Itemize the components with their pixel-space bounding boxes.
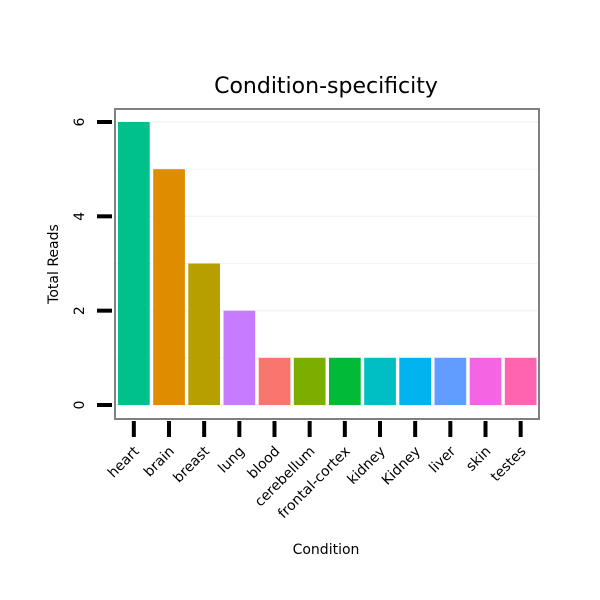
bar-frontal-cortex: [329, 357, 361, 405]
x-tick-label-skin: skin: [463, 444, 494, 475]
bar-kidney: [364, 357, 396, 405]
x-tick-label-lung: lung: [215, 444, 248, 477]
bar-heart: [118, 122, 150, 405]
y-tick-label: 4: [72, 212, 88, 221]
y-tick-label: 6: [72, 117, 88, 126]
bar-brain: [153, 169, 185, 405]
plot-panel-border: [114, 108, 540, 420]
x-tick-label-breast: breast: [170, 443, 213, 486]
y-tick-label: 0: [72, 401, 88, 410]
bar-blood: [258, 357, 291, 405]
y-axis: 0 2 4 6: [72, 117, 112, 409]
y-axis-label: Total Reads: [46, 224, 62, 305]
x-axis-label: Condition: [293, 542, 360, 558]
bar-cerebellum: [293, 357, 326, 405]
y-tick-label: 2: [72, 306, 88, 315]
bar-lung: [223, 310, 256, 405]
x-tick-label-kidney: Kidney: [379, 444, 424, 489]
chart-title: Condition-specificity: [214, 74, 438, 99]
bar-kidney: [399, 357, 431, 405]
x-tick-label-liver: liver: [426, 443, 459, 476]
bar-testes: [504, 357, 537, 405]
bar-liver: [434, 357, 467, 405]
grid-lines: [116, 121, 538, 406]
bar-skin: [469, 357, 502, 405]
x-tick-label-heart: heart: [105, 443, 143, 481]
bars: [118, 122, 537, 405]
bar-breast: [188, 263, 220, 405]
x-tick-label-testes: testes: [488, 444, 530, 486]
